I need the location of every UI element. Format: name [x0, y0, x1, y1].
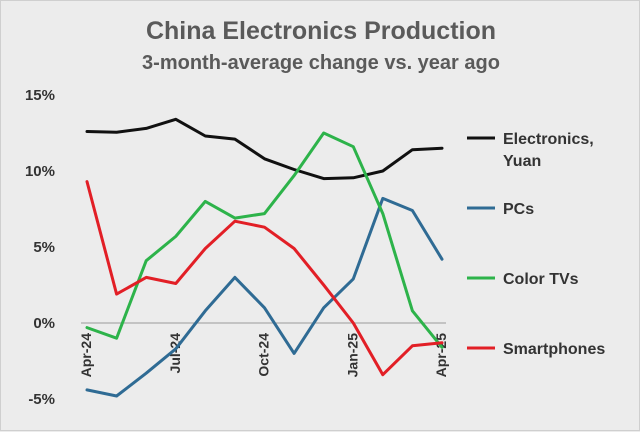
series-line-pcs	[85, 196, 444, 398]
legend-label: PCs	[503, 201, 534, 218]
y-tick-label: 0%	[33, 315, 55, 332]
series-lines	[85, 117, 444, 398]
series-line-color-tvs	[85, 131, 444, 349]
axes: 15%10%5%0%-5%Apr-24 Jul-24 Oct-24 Jan-25 Apr…	[25, 87, 449, 408]
y-tick-label: 10%	[25, 163, 55, 180]
y-tick-label: 15%	[25, 87, 55, 104]
chart-title: China Electronics Production	[146, 17, 496, 45]
x-tick-label: Jan-25	[344, 333, 360, 378]
series-line-electronics-yuan	[85, 117, 444, 181]
x-tick-label: Apr-24	[78, 333, 94, 378]
chart-subtitle: 3-month-average change vs. year ago	[142, 52, 500, 74]
legend: Electronics, Yuan PCs Color TVs Smartphones	[467, 131, 605, 358]
x-tick-label: Oct-24	[256, 333, 272, 377]
legend-label: Color TVs	[503, 271, 579, 288]
y-tick-label: 5%	[33, 239, 55, 256]
legend-label: Electronics, Yuan	[503, 131, 594, 170]
y-tick-label: -5%	[28, 391, 55, 408]
series-line-smartphones	[85, 180, 444, 377]
legend-label: Smartphones	[503, 341, 605, 358]
